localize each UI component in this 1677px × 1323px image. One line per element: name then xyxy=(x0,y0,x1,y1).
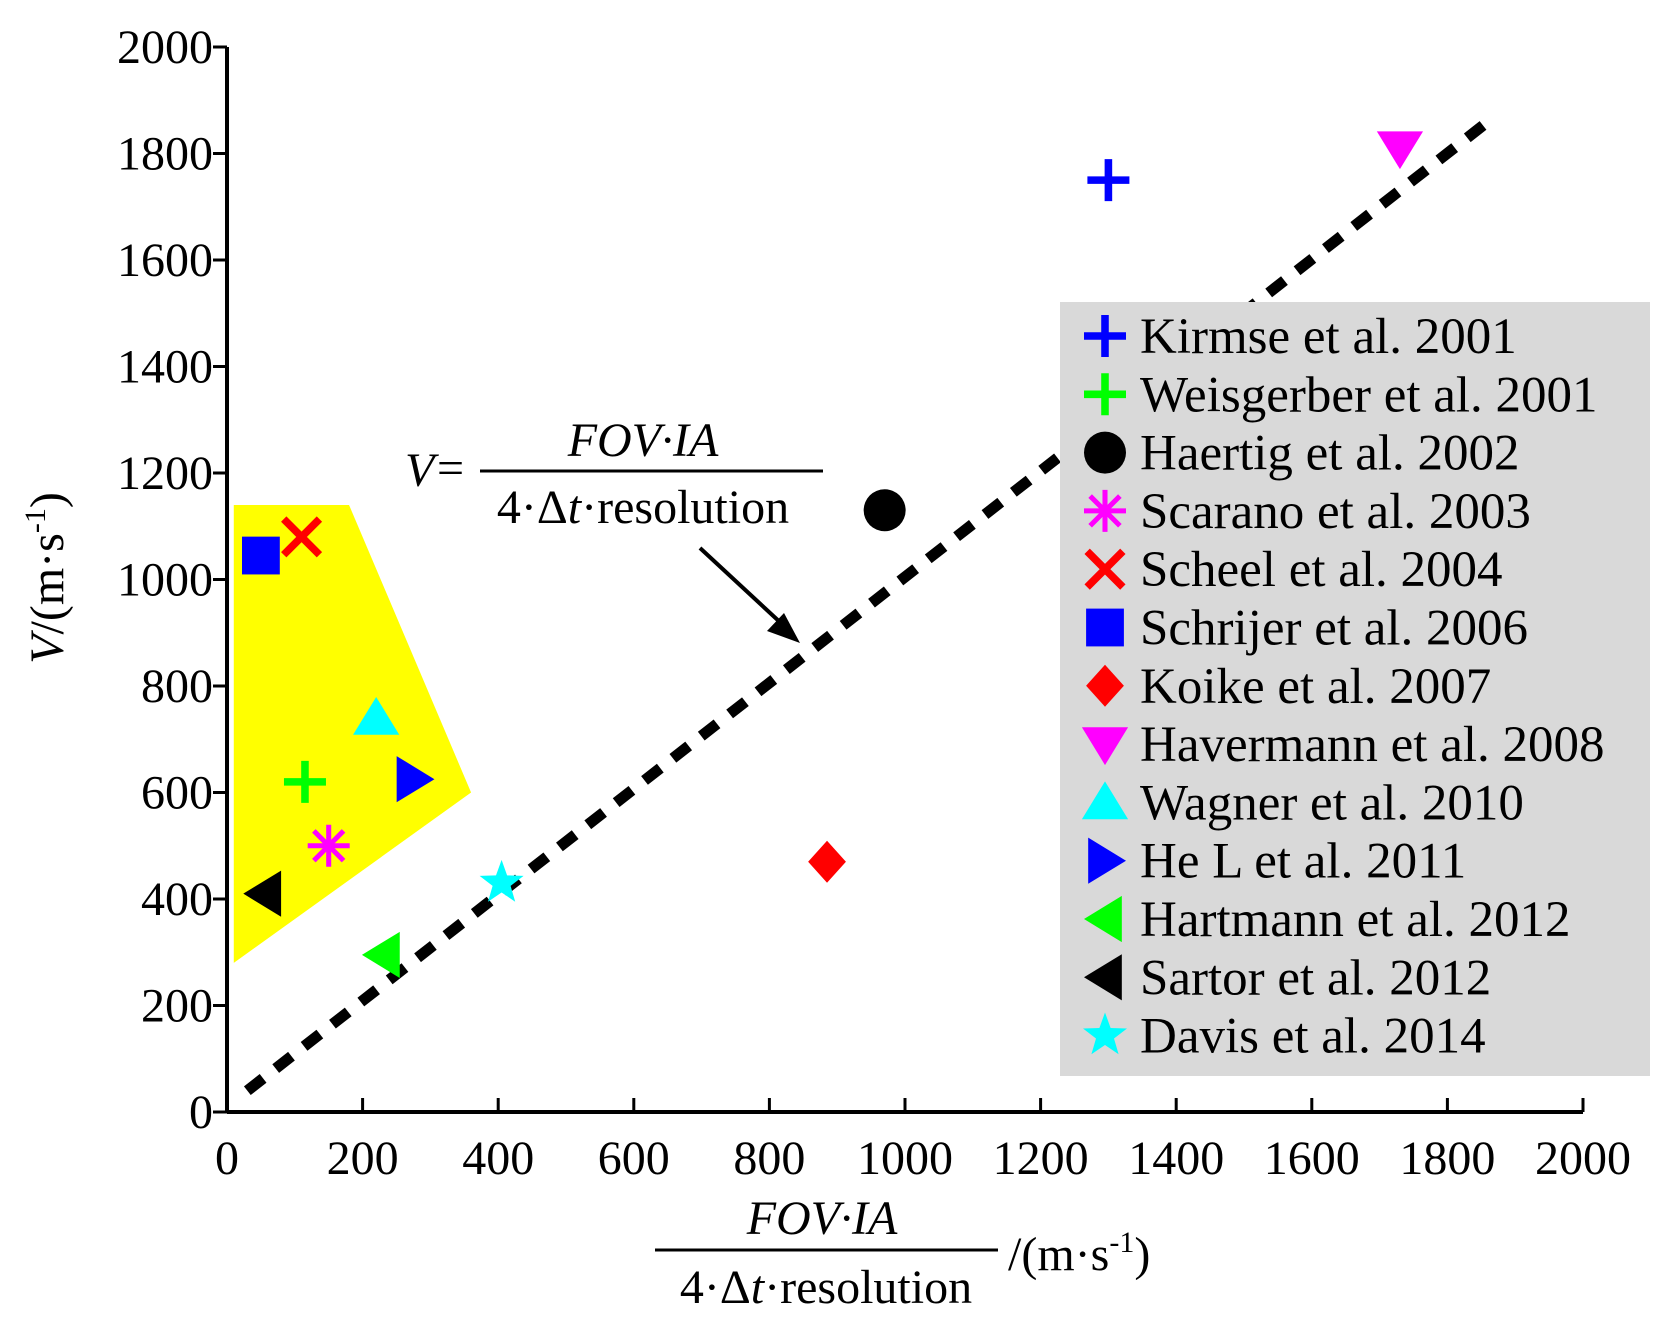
x-tick-label: 0 xyxy=(215,1132,239,1185)
data-point-star xyxy=(479,859,524,902)
legend-marker-x xyxy=(1084,548,1126,590)
formula-arrow-shaft xyxy=(698,546,784,626)
legend-label: Koike et al. 2007 xyxy=(1140,659,1491,715)
formula-annotation: V = FOV·IA 4·Δt·resolution xyxy=(405,414,823,643)
legend-label: Scarano et al. 2003 xyxy=(1140,484,1531,540)
y-tick-label: 0 xyxy=(189,1086,213,1139)
x-tick-label: 800 xyxy=(733,1132,805,1185)
y-tick-label: 600 xyxy=(141,767,213,820)
x-tick-label: 1800 xyxy=(1399,1132,1495,1185)
legend-box xyxy=(1060,302,1650,1076)
data-point-triangle-down xyxy=(1376,131,1424,170)
legend-label: Schrijer et al. 2006 xyxy=(1140,601,1528,657)
x-tick-label: 1000 xyxy=(857,1132,953,1185)
x-tick-label: 600 xyxy=(598,1132,670,1185)
y-tick-label: 400 xyxy=(141,873,213,926)
x-axis-label: FOV·IA 4·Δt·resolution /(m·s-1) xyxy=(655,1192,1150,1314)
legend-marker-triangle-right xyxy=(1088,837,1126,884)
y-tick-label: 800 xyxy=(141,660,213,713)
formula-numerator: FOV·IA xyxy=(567,414,719,467)
legend-marker-plus xyxy=(1084,315,1126,357)
data-point-triangle-up xyxy=(353,696,400,735)
legend-label: Davis et al. 2014 xyxy=(1140,1009,1486,1065)
formula-denominator: 4·Δt·resolution xyxy=(497,481,789,534)
highlight-region xyxy=(233,504,472,963)
legend-marker-star xyxy=(1083,1012,1127,1055)
data-point-plus xyxy=(283,760,326,803)
legend-marker-diamond xyxy=(1086,664,1124,707)
x-axis-label-denominator: 4·Δt·resolution xyxy=(680,1261,972,1314)
legend-label: Havermann et al. 2008 xyxy=(1140,717,1605,773)
legend-marker-asterisk xyxy=(1084,489,1126,532)
data-point-triangle-left xyxy=(243,870,282,917)
y-axis-label: V/(m·s-1) xyxy=(19,492,74,664)
legend-marker-circle xyxy=(1084,431,1126,474)
x-tick-label: 400 xyxy=(462,1132,534,1185)
legend-label: Kirmse et al. 2001 xyxy=(1140,309,1517,365)
data-point-asterisk xyxy=(307,824,350,867)
data-point-triangle-right xyxy=(396,756,435,803)
fit-line xyxy=(243,111,1499,1096)
x-tick-label: 1400 xyxy=(1128,1132,1224,1185)
legend-marker-square xyxy=(1086,608,1124,647)
data-point-circle xyxy=(863,489,906,532)
y-tick-label: 1600 xyxy=(117,234,213,287)
y-tick-label: 1400 xyxy=(117,341,213,394)
legend-label: He L et al. 2011 xyxy=(1140,834,1466,890)
legend-marker-triangle-left xyxy=(1084,895,1122,943)
formula-eq: = xyxy=(437,442,464,495)
x-tick-label: 200 xyxy=(327,1132,399,1185)
x-axis-label-numerator: FOV·IA xyxy=(746,1192,898,1245)
data-point-diamond xyxy=(808,840,846,883)
legend-label: Weisgerber et al. 2001 xyxy=(1140,367,1598,423)
formula-lhs: V xyxy=(405,444,439,497)
y-tick-label: 1800 xyxy=(117,128,213,181)
legend-label: Scheel et al. 2004 xyxy=(1140,542,1503,598)
legend-marker-plus xyxy=(1084,373,1126,416)
legend-label: Sartor et al. 2012 xyxy=(1140,950,1491,1006)
legend-label: Wagner et al. 2010 xyxy=(1140,775,1524,831)
legend-marker-triangle-up xyxy=(1081,781,1129,820)
y-tick-label: 1000 xyxy=(117,554,213,607)
y-tick-label: 200 xyxy=(141,980,213,1033)
legend-marker-triangle-down xyxy=(1081,727,1129,766)
legend-marker-triangle-left xyxy=(1084,954,1122,1001)
x-tick-label: 2000 xyxy=(1535,1132,1631,1185)
y-tick-label: 1200 xyxy=(117,447,213,500)
legend-label: Hartmann et al. 2012 xyxy=(1140,892,1571,948)
y-tick-label: 2000 xyxy=(117,21,213,74)
legend-label: Haertig et al. 2002 xyxy=(1140,426,1520,482)
x-tick-label: 1600 xyxy=(1264,1132,1360,1185)
formula-arrow-head xyxy=(767,613,800,643)
data-point-x xyxy=(281,516,323,558)
data-point-triangle-left xyxy=(361,931,400,979)
x-axis-label-unit: /(m·s-1) xyxy=(1008,1226,1150,1281)
data-point-plus xyxy=(1087,159,1130,202)
x-tick-label: 1200 xyxy=(993,1132,1089,1185)
data-point-square xyxy=(242,536,280,575)
